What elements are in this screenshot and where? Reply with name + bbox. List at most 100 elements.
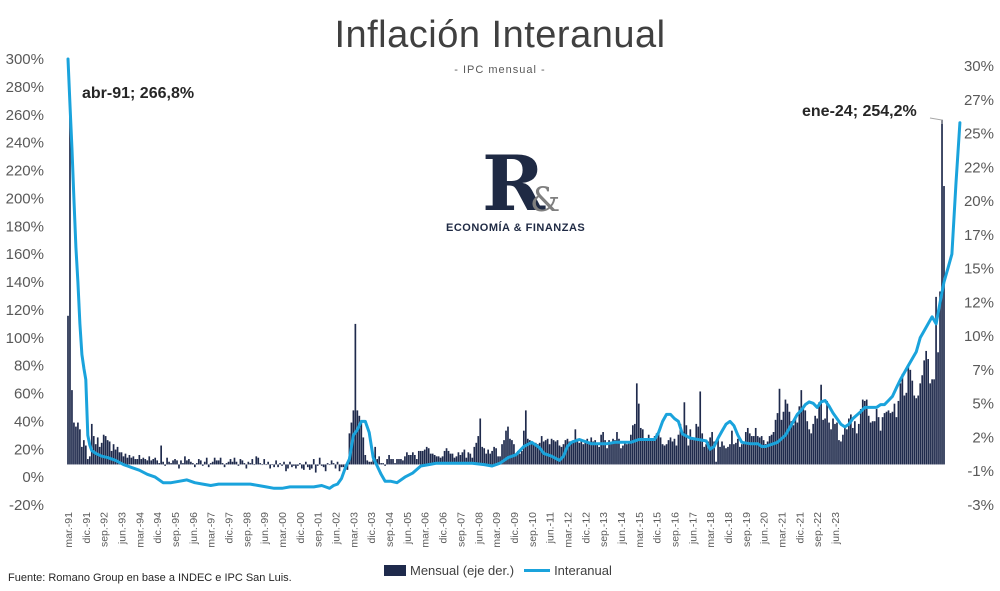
bar-256	[574, 429, 577, 465]
x-tick-label: dic.-94	[152, 512, 164, 544]
bar-403	[865, 399, 868, 465]
bar-420	[899, 383, 902, 465]
bar-291	[643, 440, 646, 465]
bar-281	[624, 442, 626, 465]
bar-169	[402, 460, 404, 465]
bar-238	[538, 442, 541, 465]
bar-138	[340, 464, 343, 468]
bar-401	[861, 399, 864, 465]
bar-131	[326, 463, 329, 465]
bar-289	[639, 427, 642, 465]
bar-292	[645, 440, 648, 465]
bar-123	[310, 464, 313, 469]
bar-432	[923, 360, 926, 465]
bar-67	[199, 460, 202, 465]
bar-294	[649, 438, 652, 465]
bar-331	[723, 445, 725, 465]
bar-229	[521, 450, 523, 465]
x-tick-label: jun.-08	[473, 512, 485, 545]
bar-77	[219, 457, 222, 465]
bar-125	[314, 464, 317, 473]
x-tick-label: mar.-21	[777, 512, 789, 548]
bar-99	[263, 459, 266, 465]
bar-52	[170, 463, 172, 465]
bar-276	[614, 440, 616, 465]
bar-150	[364, 454, 367, 465]
bar-267	[596, 442, 599, 465]
bar-66	[197, 459, 200, 465]
bar-24	[114, 449, 117, 465]
bar-215	[493, 446, 495, 465]
bar-442	[943, 186, 945, 465]
bar-224	[511, 440, 513, 465]
bar-192	[447, 450, 450, 465]
bar-28	[122, 456, 125, 465]
bar-116	[297, 464, 299, 466]
bar-316	[693, 440, 696, 465]
bar-164	[392, 459, 394, 465]
right-tick-label: 15%	[964, 261, 994, 278]
bar-37	[140, 459, 143, 465]
bar-63	[192, 463, 194, 465]
bar-34	[134, 459, 137, 465]
bar-317	[695, 423, 698, 465]
bar-18	[102, 434, 105, 465]
x-tick-label: mar.-09	[491, 512, 503, 548]
bar-383	[826, 400, 828, 465]
bar-424	[907, 364, 910, 465]
bar-272	[606, 448, 608, 465]
bar-304	[669, 437, 672, 465]
bar-155	[374, 446, 377, 465]
bar-19	[104, 436, 107, 465]
bar-38	[142, 457, 145, 465]
bar-61	[188, 459, 190, 465]
bar-404	[867, 415, 870, 465]
bar-374	[808, 429, 811, 465]
bar-427	[913, 395, 916, 465]
bar-102	[269, 464, 271, 469]
bar-114	[293, 464, 295, 466]
bar-364	[788, 411, 791, 465]
bar-360	[780, 419, 783, 465]
right-tick-label: 10%	[964, 328, 994, 345]
bar-98	[261, 464, 264, 466]
bar-162	[388, 454, 390, 465]
bar-208	[479, 418, 482, 465]
bar-36	[138, 454, 141, 465]
bar-423	[905, 392, 908, 465]
bar-341	[742, 442, 745, 465]
bar-430	[919, 383, 922, 465]
right-tick-label: 30%	[964, 58, 994, 75]
bar-210	[483, 448, 486, 465]
x-tick-label: dic.-15	[652, 512, 664, 544]
x-tick-label: sep.-10	[527, 512, 539, 547]
bar-176	[415, 459, 418, 465]
bar-79	[223, 464, 226, 468]
x-tick-label: jun.-02	[331, 512, 343, 545]
bar-80	[225, 463, 228, 465]
bar-237	[536, 444, 539, 465]
bar-25	[116, 446, 119, 465]
bar-12	[90, 423, 93, 465]
bar-328	[717, 438, 719, 465]
bar-433	[925, 350, 927, 465]
bar-340	[741, 444, 743, 465]
bar-31	[128, 454, 131, 465]
bar-193	[449, 453, 452, 465]
right-tick-label: 17%	[964, 227, 994, 244]
bar-249	[560, 446, 563, 465]
bar-59	[184, 456, 186, 465]
bar-220	[503, 440, 505, 465]
bar-163	[390, 459, 392, 465]
bar-300	[661, 444, 664, 465]
x-tick-label: dic.-21	[794, 512, 806, 544]
bar-148	[360, 421, 363, 465]
right-tick-label: 25%	[964, 126, 994, 143]
bar-315	[691, 437, 694, 465]
left-tick-label: 120%	[6, 302, 44, 319]
x-tick-label: jun.-14	[616, 512, 628, 545]
bar-46	[158, 463, 161, 465]
bar-181	[425, 446, 428, 465]
x-tick-label: mar.-00	[277, 512, 289, 548]
bar-299	[659, 437, 662, 465]
